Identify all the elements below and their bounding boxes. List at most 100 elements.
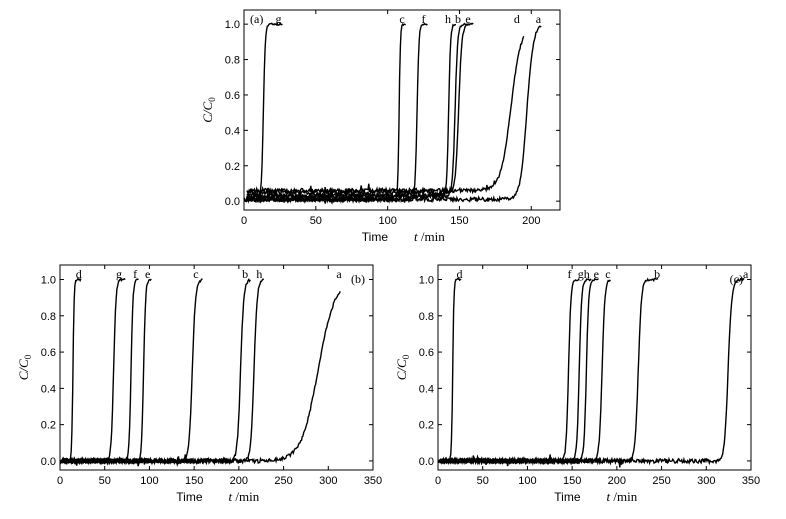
series-line-f	[439, 278, 580, 466]
x-tick-label: 200	[522, 215, 540, 227]
plot-frame	[59, 264, 374, 471]
y-tick-label: 0.2	[419, 420, 434, 432]
series-label-c: c	[605, 267, 610, 281]
panel-label: (a)	[250, 12, 263, 26]
x-axis-label-var: t /min	[229, 489, 260, 504]
series-label-h: h	[256, 267, 262, 281]
series-label-f: f	[422, 12, 426, 26]
x-axis-label: Time	[362, 230, 389, 244]
series-line-b	[61, 278, 251, 466]
x-axis-label-var: t /min	[607, 489, 638, 504]
x-tick-label: 100	[140, 475, 158, 487]
series-label-a: a	[336, 267, 342, 281]
x-tick-label: 250	[652, 475, 670, 487]
x-tick-label: 300	[319, 475, 337, 487]
series-label-b: b	[455, 12, 461, 26]
x-tick-label: 0	[57, 475, 63, 487]
panel-label: (b)	[351, 272, 365, 286]
panel-2: 0 50 100 150 200 250 300 350 0.0 0.2 0.4 0.6 0.8 1.0 d…	[16, 264, 382, 504]
y-tick-label: 0.0	[419, 456, 434, 468]
series-line-e	[61, 278, 152, 465]
x-tick-label: 150	[563, 475, 581, 487]
series-line-h	[61, 278, 265, 466]
x-tick-label: 100	[518, 475, 536, 487]
y-axis-label-subscript: 0	[23, 354, 33, 359]
panel-label: (c)	[730, 272, 743, 286]
y-tick-label: 0.8	[419, 311, 434, 323]
series-label-a: a	[536, 12, 542, 26]
x-tick-label: 0	[435, 475, 441, 487]
series-line-c	[246, 22, 407, 204]
y-tick-label: 0.4	[419, 383, 434, 395]
series-label-a: a	[743, 267, 749, 281]
series-line-h	[246, 23, 456, 201]
series-label-g: g	[275, 12, 281, 26]
plot-frame	[437, 264, 752, 471]
series-line-d	[246, 35, 525, 196]
series-line-d	[437, 277, 462, 465]
y-axis-label-subscript: 0	[207, 97, 217, 102]
x-axis-label-unit: /min	[610, 489, 638, 504]
x-tick-label: 150	[450, 215, 468, 227]
y-tick-label: 0.6	[225, 90, 240, 102]
x-tick-label: 100	[378, 215, 396, 227]
y-tick-label: 0.0	[225, 196, 240, 208]
series-line-e	[246, 22, 474, 199]
series-label-b: b	[242, 267, 248, 281]
x-tick-label: 300	[697, 475, 715, 487]
y-tick-label: 1.0	[419, 275, 434, 287]
y-tick-label: 0.2	[225, 161, 240, 173]
x-tick-label: 350	[364, 475, 382, 487]
y-axis-label: C/C0	[394, 354, 411, 380]
series-label-f: f	[567, 267, 571, 281]
series-line-d	[59, 277, 82, 465]
series-line-a	[243, 25, 542, 205]
plot-frame	[243, 9, 561, 211]
x-axis-label-unit: /min	[232, 489, 260, 504]
series-label-c: c	[193, 267, 198, 281]
y-tick-label: 0.4	[225, 125, 240, 137]
series-line-b	[439, 277, 659, 466]
series-label-d: d	[456, 267, 462, 281]
series-line-b	[246, 22, 469, 202]
x-tick-label: 200	[230, 475, 248, 487]
series-line-a	[59, 291, 341, 467]
y-tick-label: 0.6	[41, 347, 56, 359]
y-tick-label: 0.4	[41, 383, 56, 395]
series-label-e: e	[145, 267, 150, 281]
x-tick-label: 350	[742, 475, 760, 487]
x-tick-label: 50	[99, 475, 111, 487]
series-label-h: h	[445, 12, 451, 26]
x-tick-label: 250	[274, 475, 292, 487]
panel-3: 0 50 100 150 200 250 300 350 0.0 0.2 0.4 0.6 0.8 1.0 d…	[394, 264, 760, 504]
series-label-e: e	[465, 12, 470, 26]
y-axis-label-subscript: 0	[401, 354, 411, 359]
series-label-e: e	[594, 267, 599, 281]
series-label-gh: gh	[578, 267, 590, 281]
y-axis-label: C/C0	[16, 354, 33, 380]
y-axis-label: C/C0	[200, 97, 217, 123]
y-tick-label: 0.8	[225, 55, 240, 67]
series-label-c: c	[399, 12, 404, 26]
x-tick-label: 200	[608, 475, 626, 487]
series-label-b: b	[654, 267, 660, 281]
x-tick-label: 0	[241, 215, 247, 227]
y-tick-label: 0.0	[41, 456, 56, 468]
series-line-c	[439, 279, 611, 467]
series-line-e	[439, 277, 599, 466]
series-label-d: d	[514, 12, 520, 26]
series-line-a	[437, 277, 745, 468]
series-line-g	[243, 21, 283, 203]
y-tick-label: 1.0	[225, 19, 240, 31]
y-tick-label: 0.2	[41, 420, 56, 432]
series-label-f: f	[133, 267, 137, 281]
panel-1: 0 50 100 150 200 0.0 0.2 0.4 0.6 0.8 1.0 g c f h b e d a (a…	[200, 9, 561, 244]
x-axis-label-var: t /min	[414, 229, 445, 244]
x-tick-label: 150	[185, 475, 203, 487]
x-tick-label: 50	[310, 215, 322, 227]
y-tick-label: 1.0	[41, 275, 56, 287]
y-tick-label: 0.8	[41, 311, 56, 323]
x-tick-label: 50	[477, 475, 489, 487]
x-axis-label-unit: /min	[418, 229, 446, 244]
